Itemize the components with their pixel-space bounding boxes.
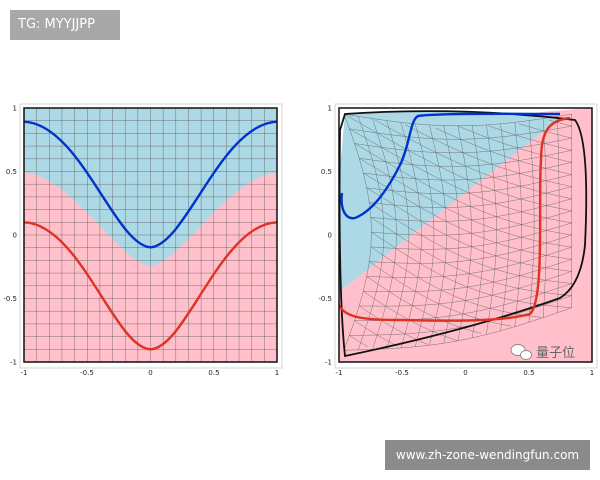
watermark: 量子位 [510, 344, 575, 361]
left-ytick-1: 1 [13, 105, 17, 113]
tg-badge: TG: MYYJJPP [10, 10, 120, 40]
right-plot-border [338, 107, 593, 363]
right-grid-line-u [557, 116, 560, 313]
right-grid-line-diag [366, 187, 572, 272]
right-grid-line-diag [359, 158, 572, 248]
left-y-ticks: 1 0.5 0 -0.5 -1 [3, 105, 17, 367]
left-xtick--0.5: -0.5 [80, 369, 94, 377]
right-grid-line-diag [370, 246, 542, 318]
left-x-ticks: -1 -0.5 0 0.5 1 [21, 369, 280, 377]
right-grid-line-u [528, 120, 535, 323]
right-grid-line-diag [369, 202, 572, 284]
right-blue-curve [340, 112, 561, 220]
watermark-text: 量子位 [536, 346, 575, 361]
right-x-ticks: -1 -0.5 0 0.5 1 [336, 369, 595, 377]
left-ytick--1: -1 [10, 359, 17, 367]
right-grid-line-diag [435, 127, 572, 175]
wechat-icon [510, 344, 532, 360]
right-ytick-0: 0 [328, 232, 332, 240]
right-y-ticks: 1 0.5 0 -0.5 -1 [318, 105, 332, 367]
left-red-curve [24, 221, 277, 351]
left-blue-curve [24, 120, 277, 249]
right-grid-line-diag [374, 119, 572, 199]
right-grid-line-diag [349, 335, 368, 347]
right-grid-line-diag [366, 276, 482, 334]
right-xtick-0.5: 0.5 [523, 369, 534, 377]
left-xtick-0: 0 [148, 369, 152, 377]
right-grid-line-diag [363, 172, 572, 260]
right-grid-line-diag [457, 125, 572, 163]
left-chart: 1 0.5 0 -0.5 -1 -1 -0.5 0 0.5 1 [3, 103, 283, 377]
right-ytick-0.5: 0.5 [321, 168, 332, 176]
left-grid [24, 108, 277, 362]
left-xtick--1: -1 [21, 369, 28, 377]
right-grid-line-diag [354, 320, 398, 347]
right-grid-line-diag [548, 119, 572, 127]
right-xtick-1: 1 [590, 369, 594, 377]
left-ytick-0.5: 0.5 [6, 168, 17, 176]
left-plot-border [23, 107, 278, 363]
right-grid-line-diag [488, 125, 572, 151]
right-grid [343, 113, 572, 351]
left-ytick--0.5: -0.5 [3, 295, 17, 303]
right-ytick--1: -1 [325, 359, 332, 367]
right-xtick-0: 0 [463, 369, 467, 377]
left-xtick-0.5: 0.5 [208, 369, 219, 377]
right-chart: 1 0.5 0 -0.5 -1 -1 -0.5 0 0.5 1 量子位 [318, 103, 598, 377]
left-xtick-1: 1 [275, 369, 279, 377]
right-xtick--0.5: -0.5 [395, 369, 409, 377]
right-grid-line-diag [405, 124, 572, 187]
right-ytick-1: 1 [328, 105, 332, 113]
right-grid-line-u [471, 125, 485, 338]
right-grid-line-diag [354, 143, 572, 236]
right-grid-line-diag [349, 128, 572, 224]
right-red-curve [339, 116, 571, 322]
right-grid-line-diag [370, 217, 572, 296]
url-badge: www.zh-zone-wendingfun.com [385, 440, 590, 470]
right-grid-line-u [500, 123, 510, 331]
left-ytick-0: 0 [13, 232, 17, 240]
right-grid-line-diag [343, 113, 572, 212]
right-xtick--1: -1 [336, 369, 343, 377]
right-grid-line-diag [359, 305, 428, 345]
right-ytick--0.5: -0.5 [318, 295, 332, 303]
